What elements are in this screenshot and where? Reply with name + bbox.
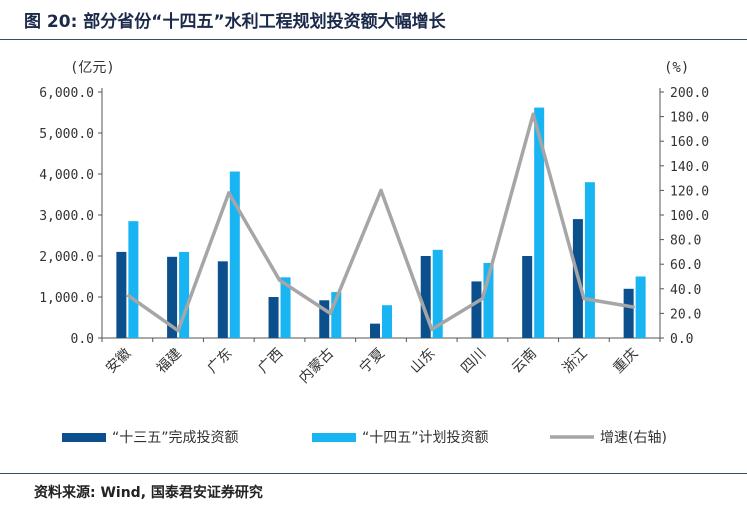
legend-swatch (62, 433, 106, 442)
y-right-tick-label: 200.0 (670, 86, 709, 101)
bar-shisiwu (179, 251, 190, 338)
y-right-tick-label: 180.0 (670, 111, 709, 126)
bar-shisiwu (229, 171, 240, 338)
y-right-tick-label: 20.0 (670, 307, 701, 322)
x-tick-label: 重庆 (610, 346, 641, 377)
growth-line (126, 112, 635, 333)
x-tick-label: 广西 (255, 346, 286, 377)
bar-shisiwu (382, 305, 392, 338)
source-note: 资料来源: Wind, 国泰君安证券研究 (34, 485, 263, 501)
y-right-tick-label: 100.0 (670, 209, 709, 224)
bar-shisiwu (483, 262, 494, 338)
bar-shisiwu (534, 107, 545, 338)
bar-shisiwu (128, 221, 139, 338)
x-tick-label: 浙江 (560, 346, 591, 377)
source-rule (0, 473, 747, 474)
bar-shisanwu (471, 281, 482, 338)
y-left-tick-label: 0.0 (71, 332, 94, 347)
y-left-tick-label: 3,000.0 (39, 209, 94, 224)
x-tick-label: 广东 (205, 346, 236, 377)
y-left-tick-label: 5,000.0 (39, 127, 94, 142)
legend-label: 增速(右轴) (600, 430, 667, 446)
bar-shisanwu (370, 323, 380, 338)
chart: 0.0 1,000.0 2,000.0 3,000.0 4,000.0 5,000.0 6,… (39, 60, 709, 446)
y-right-tick-label: 40.0 (670, 283, 701, 298)
bar-shisanwu (217, 261, 228, 338)
y-left-axis-label: (亿元) (70, 60, 115, 76)
legend-label: “十四五”计划投资额 (362, 430, 489, 446)
y-left-tick-label: 6,000.0 (39, 86, 94, 101)
x-tick-label: 安徽 (103, 346, 134, 377)
y-right-tick-label: 0.0 (670, 332, 693, 347)
y-right-tick-label: 140.0 (670, 160, 709, 175)
y-left-tick-label: 1,000.0 (39, 291, 94, 306)
bar-shisanwu (167, 256, 178, 338)
bar-shisanwu (623, 288, 634, 338)
y-right-tick-label: 60.0 (670, 258, 701, 273)
bar-shisiwu (635, 276, 646, 338)
y-left-tick-label: 2,000.0 (39, 250, 94, 265)
x-tick-label: 内蒙古 (296, 346, 337, 387)
y-right-tick-label: 160.0 (670, 135, 709, 150)
y-left-tick-label: 4,000.0 (39, 168, 94, 183)
x-tick-label: 云南 (509, 346, 540, 377)
bar-shisanwu (319, 300, 330, 338)
x-tick-label: 四川 (458, 346, 489, 377)
bar-shisiwu (584, 182, 595, 338)
bar-shisiwu (280, 277, 291, 338)
bar-shisiwu (331, 292, 342, 338)
y-right-axis-label: (%) (664, 60, 689, 76)
bar-shisiwu (432, 249, 443, 338)
bar-shisanwu (268, 297, 279, 338)
title-bar: 图 20: 部分省份“十四五”水利工程规划投资额大幅增长 (0, 0, 747, 40)
legend-label: “十三五”完成投资额 (112, 430, 239, 446)
title-rule (0, 39, 747, 40)
y-right-tick-label: 120.0 (670, 184, 709, 199)
x-tick-label: 宁夏 (356, 345, 388, 377)
bar-shisanwu (522, 256, 533, 338)
bar-shisanwu (116, 251, 127, 338)
x-tick-label: 福建 (154, 346, 185, 377)
bar-shisanwu (420, 256, 431, 338)
figure-title: 图 20: 部分省份“十四五”水利工程规划投资额大幅增长 (24, 12, 446, 32)
x-tick-label: 山东 (407, 346, 438, 377)
y-right-tick-label: 80.0 (670, 234, 701, 249)
legend-swatch (312, 433, 356, 442)
